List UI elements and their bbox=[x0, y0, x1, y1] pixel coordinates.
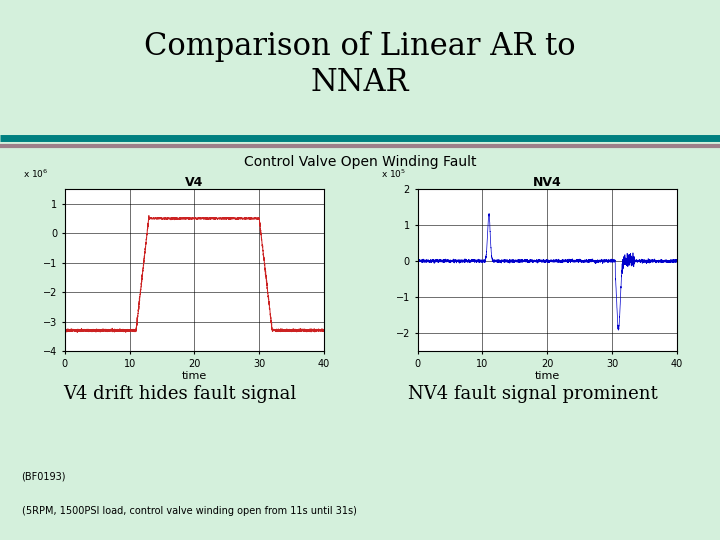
Text: (BF0193): (BF0193) bbox=[22, 472, 66, 482]
X-axis label: time: time bbox=[181, 372, 207, 381]
Text: x 10$^6$: x 10$^6$ bbox=[23, 167, 49, 180]
Text: NV4 fault signal prominent: NV4 fault signal prominent bbox=[408, 385, 657, 403]
Title: V4: V4 bbox=[185, 176, 204, 189]
X-axis label: time: time bbox=[534, 372, 560, 381]
Text: Control Valve Open Winding Fault: Control Valve Open Winding Fault bbox=[244, 155, 476, 169]
Text: (5RPM, 1500PSI load, control valve winding open from 11s until 31s): (5RPM, 1500PSI load, control valve windi… bbox=[22, 506, 356, 516]
Title: NV4: NV4 bbox=[533, 176, 562, 189]
Text: x 10$^5$: x 10$^5$ bbox=[382, 167, 407, 180]
Text: Comparison of Linear AR to
NNAR: Comparison of Linear AR to NNAR bbox=[144, 31, 576, 98]
Text: V4 drift hides fault signal: V4 drift hides fault signal bbox=[63, 385, 297, 403]
